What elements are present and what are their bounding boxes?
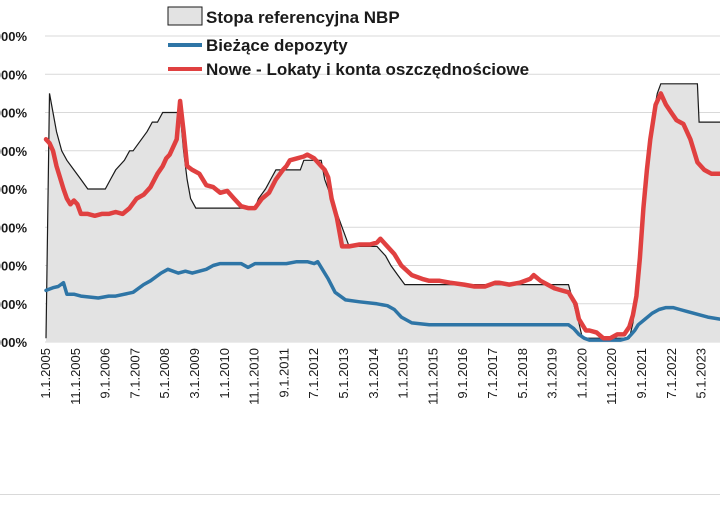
y-tick-label: 000% [0, 297, 27, 312]
series-line-new-deposits [43, 91, 720, 341]
legend-label: Nowe - Lokaty i konta oszczędnościowe [206, 60, 529, 79]
y-tick-label: 000% [0, 259, 27, 274]
x-tick-label: 7.1.2012 [306, 348, 321, 399]
x-tick-label: 11.1.2005 [68, 348, 83, 405]
x-tick-label: 9.1.2021 [634, 348, 649, 399]
x-tick-label: 5.1.2023 [694, 348, 709, 399]
x-tick-label: 9.1.2011 [276, 348, 291, 398]
y-tick-label: 000% [0, 182, 27, 197]
y-tick-label: 000% [0, 67, 27, 82]
series-area-fill [46, 83, 720, 343]
x-tick-label: 7.1.2022 [664, 348, 679, 399]
y-tick-label: 000% [0, 29, 27, 44]
y-tick-label: 000% [0, 144, 27, 159]
legend-label: Bieżące depozyty [206, 36, 348, 55]
x-tick-label: 5.1.2018 [515, 348, 530, 399]
x-tick-label: 1.1.2005 [38, 348, 53, 399]
series-line-current-deposits [44, 259, 720, 342]
legend-swatch [167, 6, 203, 26]
x-tick-label: 9.1.2016 [455, 348, 470, 399]
x-tick-label: 1.1.2015 [396, 348, 411, 399]
x-tick-label: 1.1.2010 [217, 348, 232, 399]
y-tick-label: 000% [0, 335, 27, 350]
x-tick-label: 11.1.2015 [425, 348, 440, 405]
y-tick-label: 000% [0, 220, 27, 235]
x-tick-label: 7.1.2017 [485, 348, 500, 399]
x-tick-label: 11.1.2010 [247, 348, 262, 405]
x-tick-label: 3.1.2019 [545, 348, 560, 399]
x-tick-label: 5.1.2013 [336, 348, 351, 399]
y-tick-label: 000% [0, 106, 27, 121]
x-tick-label: 5.1.2008 [157, 348, 172, 399]
x-tick-label: 3.1.2014 [366, 348, 381, 399]
bottom-divider [0, 494, 720, 495]
x-tick-label: 3.1.2009 [187, 348, 202, 399]
x-tick-label: 1.1.2020 [574, 348, 589, 399]
x-tick-label: 7.1.2007 [127, 348, 142, 399]
x-tick-label: 11.1.2020 [604, 348, 619, 405]
legend-label: Stopa referencyjna NBP [206, 8, 400, 27]
x-tick-label: 9.1.2006 [98, 348, 113, 399]
